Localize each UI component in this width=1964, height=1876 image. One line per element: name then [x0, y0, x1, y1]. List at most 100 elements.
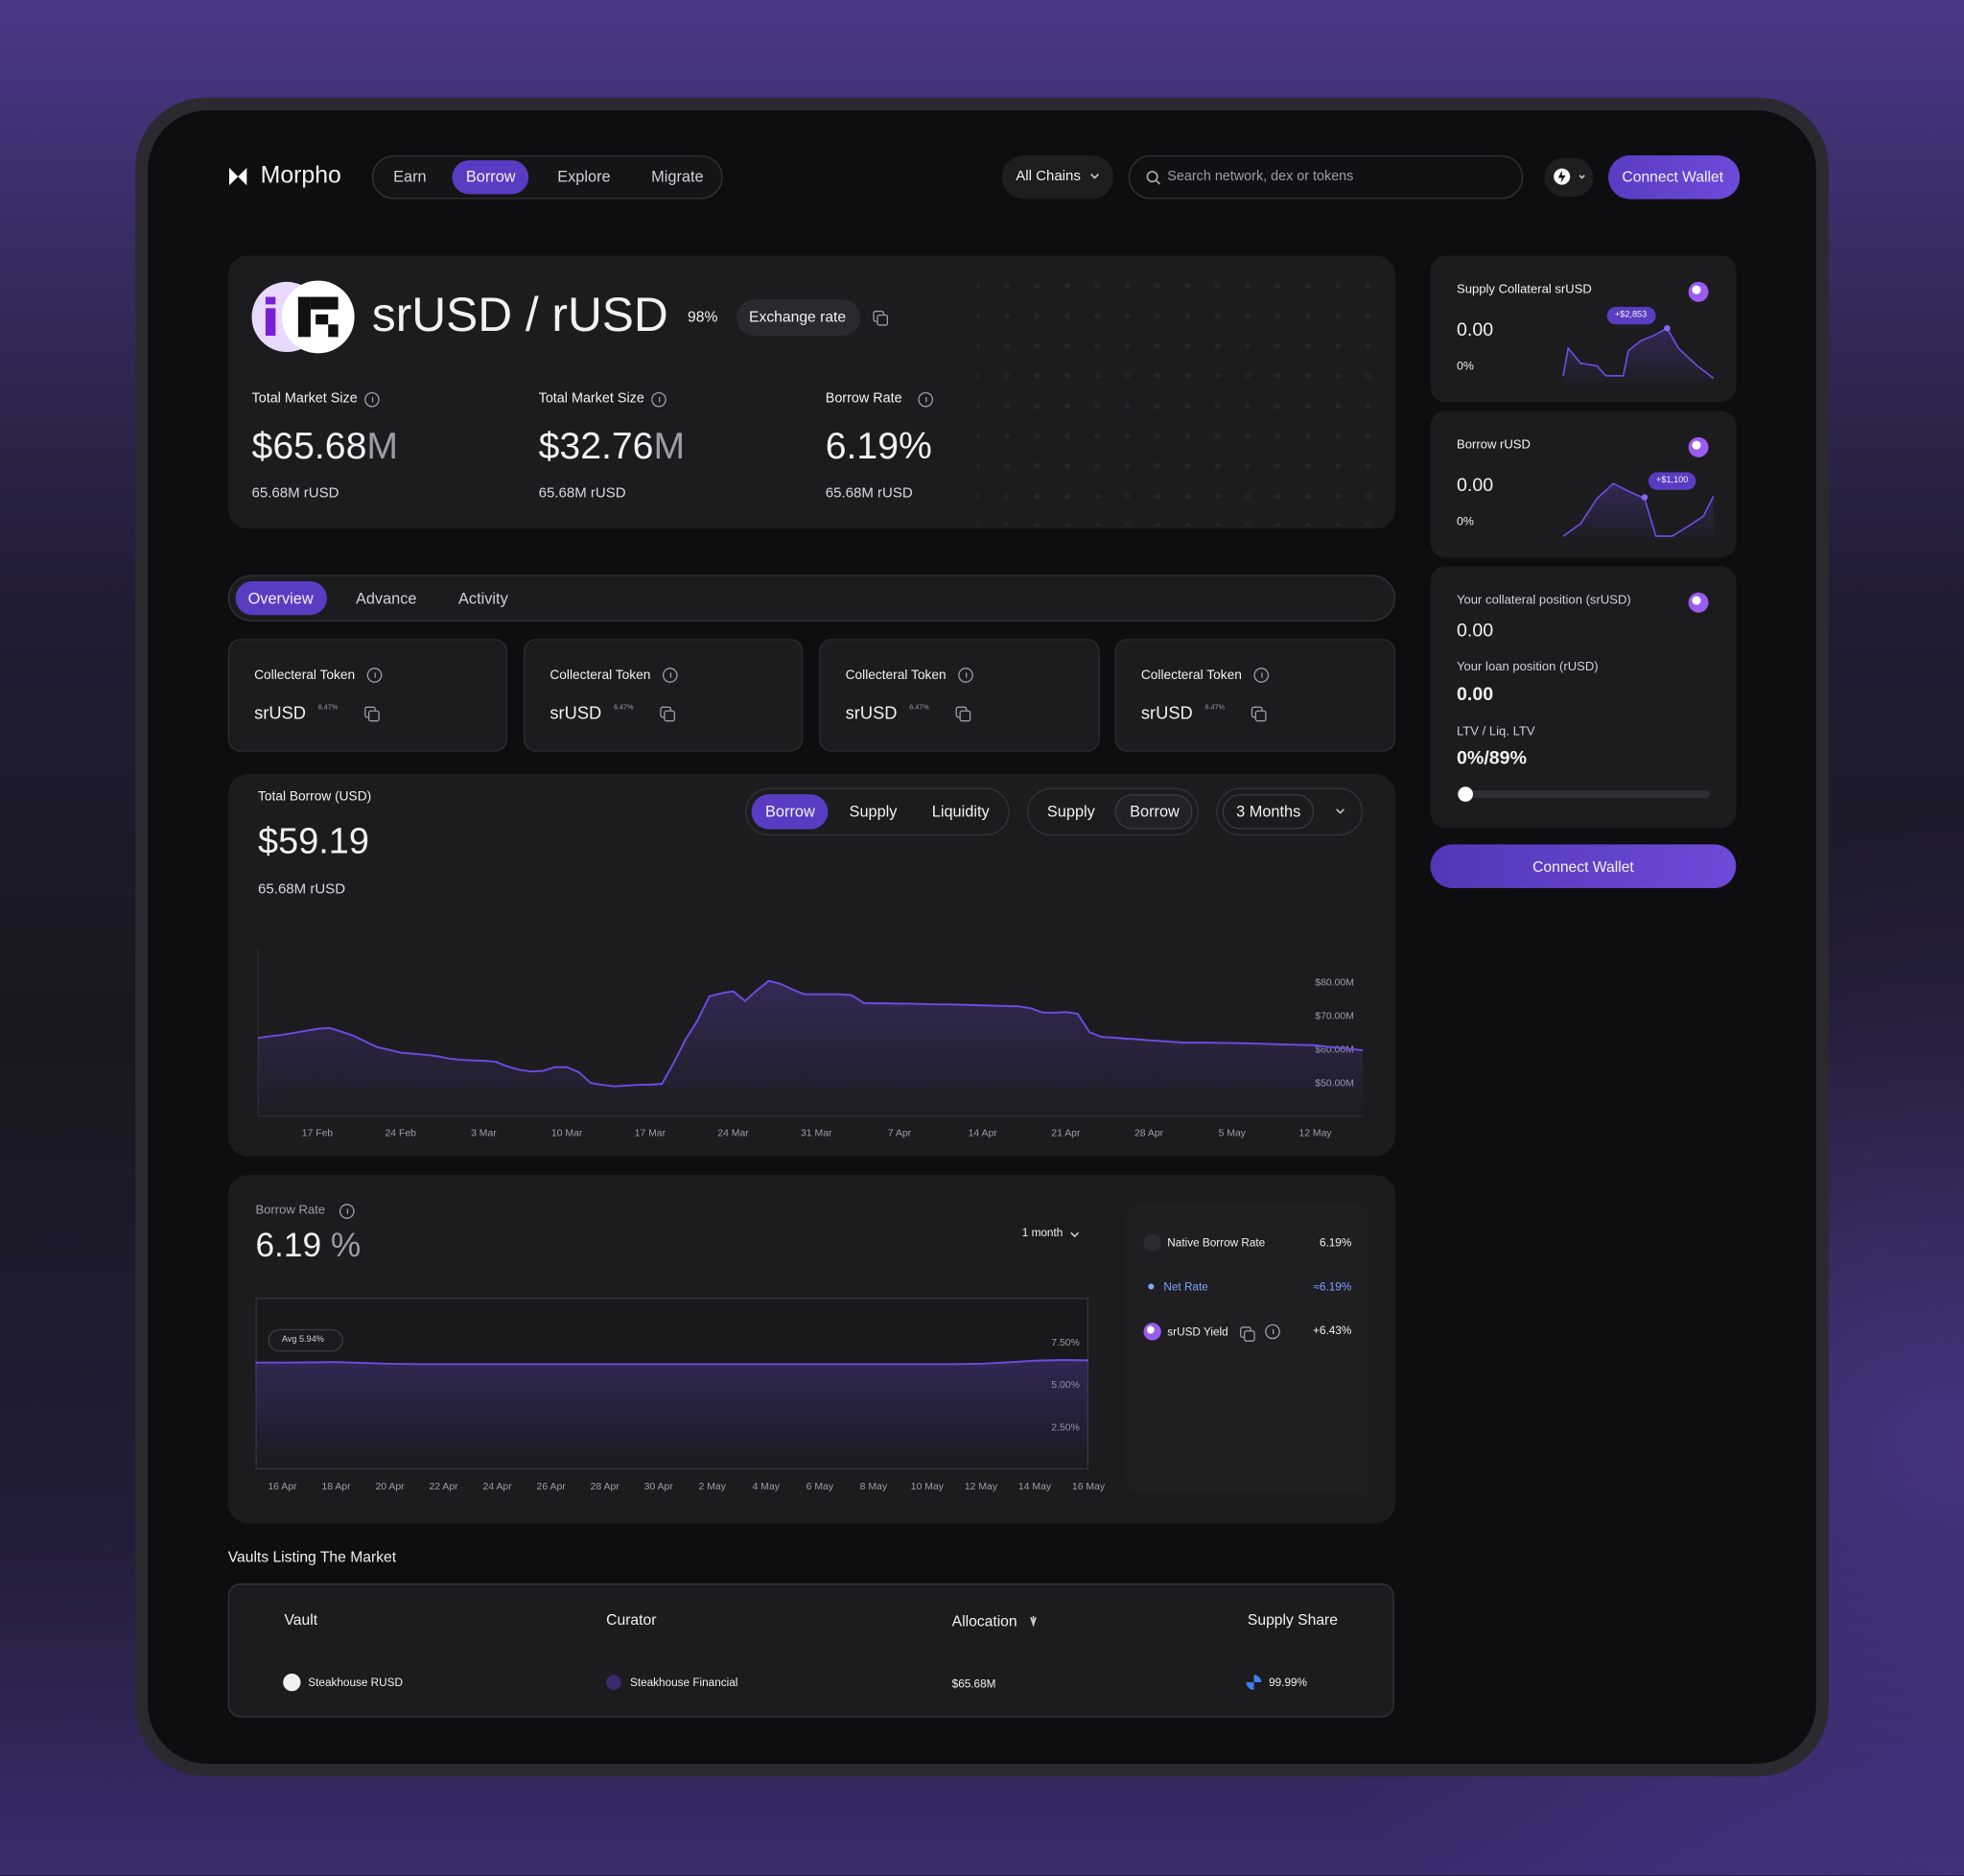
nav-tab[interactable]: Explore — [557, 168, 611, 186]
tab[interactable]: Advance — [355, 590, 417, 608]
nav-tab-active[interactable] — [452, 160, 529, 195]
y-tick-label: 7.50% — [1051, 1338, 1080, 1348]
row-icon — [1143, 1323, 1161, 1341]
x-tick-label: 26 Apr — [537, 1482, 567, 1492]
info-icon[interactable] — [1265, 1324, 1280, 1340]
badge — [1606, 306, 1656, 325]
nav-tab[interactable]: Borrow — [465, 168, 516, 186]
nav-tab[interactable]: Earn — [393, 168, 427, 186]
mode-active[interactable] — [751, 794, 829, 830]
panel-value: 6.19 % — [255, 1229, 361, 1262]
info-icon[interactable] — [366, 668, 383, 683]
info-icon[interactable] — [918, 391, 934, 408]
copy-icon[interactable] — [364, 706, 380, 722]
copy-icon[interactable] — [955, 706, 971, 722]
copy-icon[interactable] — [660, 706, 675, 722]
token-apy: 6.47% — [613, 704, 634, 712]
token-apy: 6.47% — [1204, 704, 1225, 712]
rate-row-label: Net Rate — [1163, 1279, 1208, 1293]
x-tick-label: 31 Mar — [801, 1129, 832, 1139]
info-icon[interactable] — [662, 668, 678, 683]
copy-icon[interactable] — [873, 310, 889, 326]
pair-title: srUSD / rUSD — [371, 289, 668, 342]
range-select[interactable] — [1216, 787, 1364, 836]
mode-toggle — [745, 787, 1010, 836]
tab-active[interactable] — [235, 581, 327, 616]
info-icon[interactable] — [651, 391, 666, 408]
dot-pattern — [976, 258, 1391, 527]
x-tick-label: 28 Apr — [1134, 1129, 1164, 1139]
tab-bar — [227, 575, 1396, 621]
search[interactable] — [1128, 154, 1524, 199]
rate-row-label: Native Borrow Rate — [1167, 1236, 1266, 1250]
mode-option[interactable]: Supply — [849, 803, 898, 821]
column-header: Vault — [284, 1610, 318, 1629]
stat-sub: 65.68M rUSD — [825, 485, 913, 502]
brand[interactable]: Morpho — [260, 162, 341, 190]
range-box — [1222, 794, 1315, 830]
token-card — [523, 639, 804, 752]
mode-option[interactable]: Liquidity — [931, 803, 990, 821]
x-tick-label: 3 Mar — [471, 1129, 497, 1139]
info-icon[interactable] — [1253, 668, 1270, 683]
token-label: Collecteral Token — [845, 668, 947, 683]
x-tick-label: 28 Apr — [591, 1482, 620, 1492]
token-apy: 6.47% — [317, 704, 339, 712]
row-icon — [1143, 1233, 1161, 1252]
line — [257, 979, 1364, 1088]
column-header: Supply Share — [1247, 1610, 1338, 1629]
stat-number: $65.68 — [251, 426, 367, 468]
tab[interactable]: Overview — [247, 590, 314, 608]
side-option[interactable]: Borrow — [1130, 803, 1180, 821]
line — [255, 1359, 1089, 1366]
stat-label: Total Market Size — [251, 390, 358, 407]
rate-row-value: ≈6.19% — [1313, 1279, 1352, 1293]
x-tick-label: 30 Apr — [644, 1482, 674, 1492]
copy-icon[interactable] — [1240, 1326, 1255, 1342]
info-icon[interactable] — [339, 1204, 355, 1219]
connect-button[interactable] — [1608, 154, 1741, 199]
side-option[interactable]: Supply — [1046, 803, 1095, 821]
y-tick-label: $70.00M — [1315, 1012, 1354, 1022]
brand-logo — [229, 168, 247, 186]
token-icon — [1688, 281, 1709, 302]
badge-label: +$1,100 — [1656, 476, 1689, 485]
range-label[interactable]: 1 month — [1021, 1226, 1064, 1239]
badge — [1648, 472, 1696, 490]
position-value: 0%/89% — [1457, 747, 1527, 769]
panel-sub: 65.68M rUSD — [258, 881, 346, 898]
exchange-pill[interactable] — [736, 299, 861, 337]
cell[interactable]: Steakhouse RUSD — [308, 1676, 403, 1689]
token-card — [819, 639, 1100, 752]
position-value: 0.00 — [1457, 684, 1494, 706]
info-icon[interactable] — [958, 668, 973, 683]
stat-unit: M — [366, 426, 399, 468]
chain-label: All Chains — [1016, 169, 1081, 184]
mode-option[interactable]: Borrow — [765, 803, 815, 821]
token-icon — [1688, 592, 1709, 613]
x-tick-label: 12 May — [1298, 1129, 1332, 1139]
copy-icon[interactable] — [1251, 706, 1267, 722]
position-card — [1430, 566, 1737, 829]
search-placeholder: Search network, dex or tokens — [1167, 169, 1354, 184]
token-label: Collecteral Token — [549, 668, 651, 683]
x-tick-label: 21 Apr — [1051, 1129, 1081, 1139]
side-active[interactable] — [1114, 794, 1193, 830]
tab[interactable]: Activity — [458, 590, 508, 608]
ltv-knob[interactable] — [1458, 786, 1473, 802]
position-label: Your collateral position (srUSD) — [1457, 594, 1631, 608]
info-icon[interactable] — [364, 391, 380, 408]
stat-value: $65.68M — [251, 426, 399, 468]
x-tick-label: 12 May — [965, 1482, 998, 1492]
column-header: Curator — [606, 1610, 657, 1629]
x-tick-label: 20 Apr — [375, 1482, 405, 1492]
rate-row-value: +6.43% — [1313, 1324, 1352, 1337]
nav-tab[interactable]: Migrate — [651, 168, 704, 186]
column-header[interactable]: Allocation — [951, 1611, 1017, 1630]
token-name: srUSD — [254, 702, 306, 723]
connect-button[interactable] — [1430, 844, 1737, 889]
cell: $65.68M — [951, 1677, 996, 1690]
avg-label: Avg 5.94% — [281, 1335, 324, 1345]
